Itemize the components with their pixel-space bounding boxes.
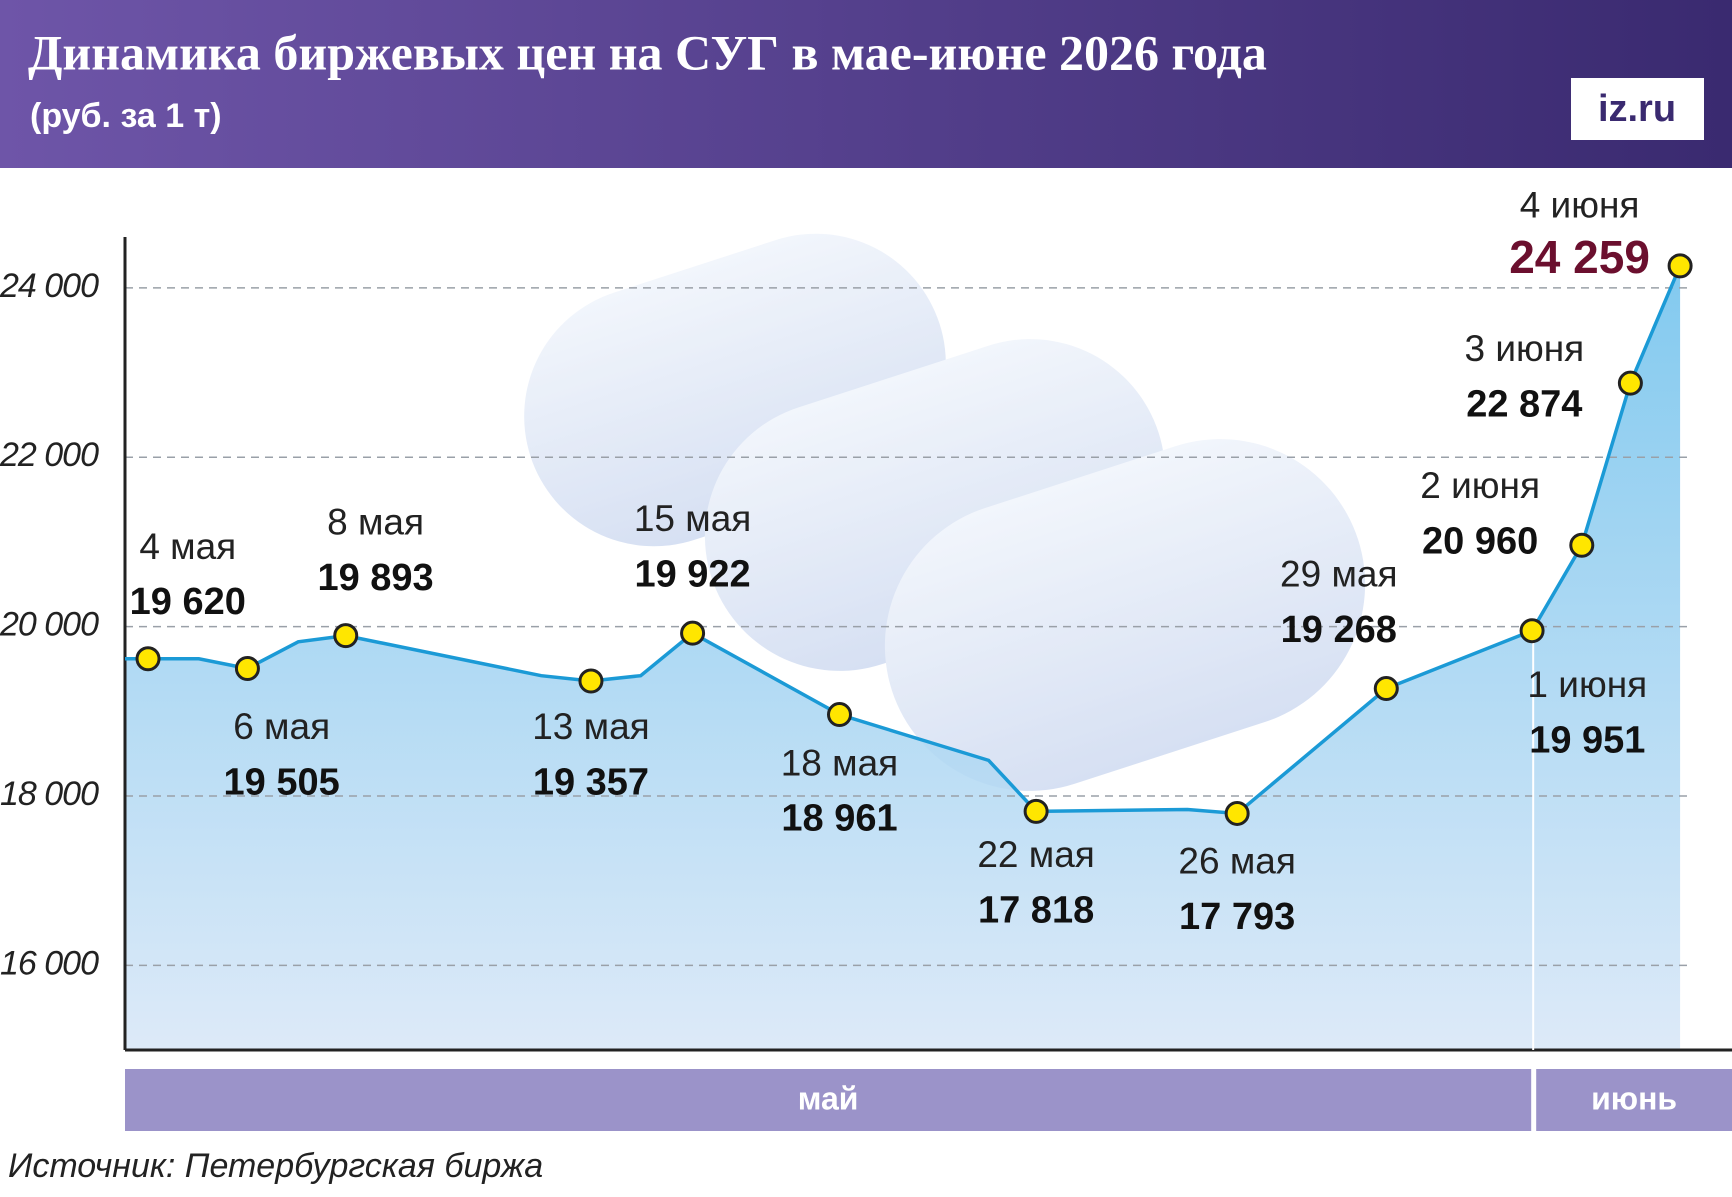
month-band bbox=[1536, 1069, 1732, 1131]
date-label: 13 мая bbox=[532, 706, 650, 747]
logo-box bbox=[1571, 78, 1704, 140]
date-label: 1 июня bbox=[1527, 664, 1647, 705]
point-marker bbox=[1519, 618, 1545, 644]
y-tick-label: 18 000 bbox=[0, 775, 99, 813]
point-marker bbox=[1224, 800, 1250, 826]
date-label: 6 мая bbox=[233, 706, 330, 747]
date-label: 29 мая bbox=[1280, 553, 1398, 594]
y-tick-label: 22 000 bbox=[0, 436, 99, 474]
point-marker bbox=[333, 623, 359, 649]
source: Источник: Петербургская биржа bbox=[8, 1147, 543, 1185]
date-label: 4 мая bbox=[139, 526, 236, 567]
title: Динамика биржевых цен на СУГ в мае-июне … bbox=[28, 24, 1267, 80]
logo: iz.ru bbox=[1598, 88, 1676, 130]
month-label: май bbox=[798, 1080, 859, 1116]
value-label: 19 951 bbox=[1529, 719, 1645, 761]
point-marker bbox=[826, 702, 852, 728]
area bbox=[125, 265, 1681, 1051]
value-label: 19 505 bbox=[224, 761, 340, 803]
date-label: 18 мая bbox=[781, 742, 899, 783]
date-label: 15 мая bbox=[634, 498, 752, 539]
date-label: 4 июня bbox=[1520, 184, 1640, 225]
point-marker bbox=[1373, 676, 1399, 702]
date-label: 26 мая bbox=[1178, 841, 1296, 882]
subtitle: (руб. за 1 т) bbox=[30, 97, 222, 135]
value-label: 22 874 bbox=[1466, 384, 1582, 426]
month-label: июнь bbox=[1591, 1080, 1677, 1116]
y-tick-label: 16 000 bbox=[0, 944, 99, 982]
value-label: 19 620 bbox=[130, 581, 246, 623]
point-marker bbox=[135, 646, 161, 672]
point-marker bbox=[234, 655, 260, 681]
value-label: 19 268 bbox=[1281, 609, 1397, 651]
value-label: 19 922 bbox=[634, 554, 750, 596]
value-label: 19 893 bbox=[317, 557, 433, 599]
point-marker bbox=[578, 668, 604, 694]
date-label: 2 июня bbox=[1420, 465, 1540, 506]
point-marker bbox=[1667, 253, 1693, 279]
point-marker bbox=[680, 620, 706, 646]
date-label: 22 мая bbox=[977, 834, 1095, 875]
value-label: 24 259 bbox=[1509, 231, 1650, 283]
value-label: 20 960 bbox=[1422, 520, 1538, 562]
value-label: 17 793 bbox=[1179, 896, 1295, 938]
date-label: 8 мая bbox=[327, 501, 424, 542]
tanks-illustration bbox=[524, 233, 1366, 791]
header bbox=[0, 0, 1732, 168]
date-label: 3 июня bbox=[1464, 328, 1584, 369]
point-marker bbox=[1023, 798, 1049, 824]
value-label: 19 357 bbox=[533, 761, 649, 803]
value-label: 17 818 bbox=[978, 889, 1094, 931]
y-tick-label: 24 000 bbox=[0, 267, 99, 305]
value-label: 18 961 bbox=[781, 798, 897, 840]
point-marker bbox=[1569, 532, 1595, 558]
month-band bbox=[125, 1069, 1532, 1131]
point-marker bbox=[1617, 370, 1643, 396]
y-tick-label: 20 000 bbox=[0, 606, 99, 644]
